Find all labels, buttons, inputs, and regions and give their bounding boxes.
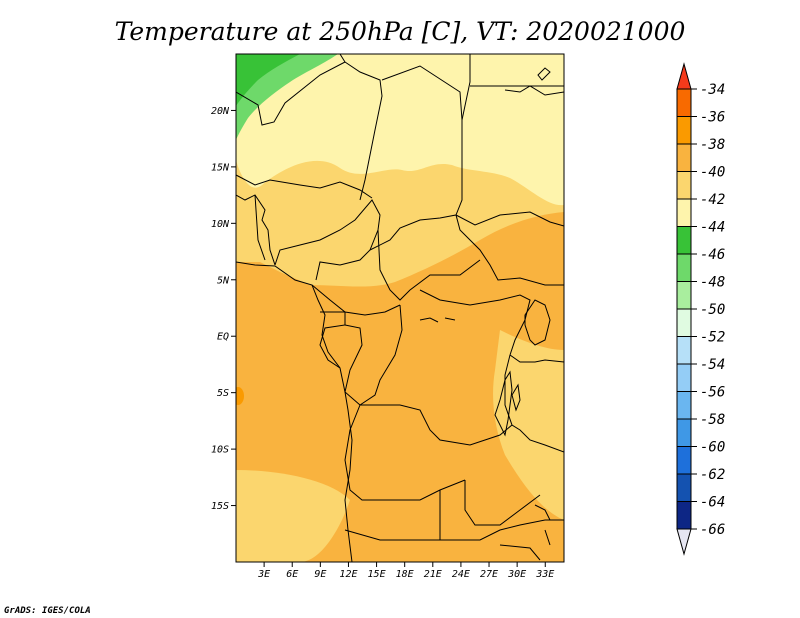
x-tick-label: 21E [424, 569, 442, 580]
y-tick-label: 15N [211, 162, 230, 173]
colorbar-swatch [676, 418, 692, 447]
colorbar-label: -40 [700, 165, 725, 181]
x-tick-label: 24E [452, 569, 470, 580]
colorbar-label: -34 [700, 82, 725, 98]
field-north-pale-2 [470, 80, 564, 150]
map-plot-area [236, 54, 564, 562]
colorbar-label: -58 [700, 412, 725, 428]
field-warm-spot [236, 387, 244, 405]
x-axis: 3E 6E 9E 12E 15E 18E 21E 24E 27E 30E 33E [257, 562, 554, 580]
colorbar-swatch [676, 501, 692, 530]
field-cold-tongue-inner [236, 54, 300, 106]
chart-title: Temperature at 250hPa [C], VT: 202002100… [115, 17, 686, 46]
colorbar-swatch [676, 88, 692, 117]
colorbar-label: -66 [700, 522, 725, 538]
x-tick-label: 3E [257, 569, 270, 580]
colorbar-swatch [676, 446, 692, 475]
map-frame [235, 53, 565, 563]
colorbar-bottom-arrow [676, 528, 692, 556]
colorbar-swatch [676, 116, 692, 145]
x-tick-label: 18E [396, 569, 414, 580]
colorbar-swatch [676, 253, 692, 282]
colorbar-swatch [676, 336, 692, 365]
colorbar-label: -46 [700, 247, 725, 263]
colorbar-swatch [676, 391, 692, 420]
colorbar-swatch [676, 171, 692, 200]
y-tick-label: 15S [211, 501, 229, 512]
y-tick-label: 5N [217, 275, 230, 286]
colorbar-label: -50 [700, 302, 725, 318]
colorbar-swatch [676, 281, 692, 310]
colorbar: -34 -36 -38 -40 -42 -44 -46 -48 -50 -52 -54 -56 -58 -… [676, 62, 725, 556]
colorbar-label: -36 [700, 110, 725, 126]
colorbar-label: -52 [700, 330, 725, 346]
colorbar-swatch [676, 308, 692, 337]
y-tick-label: 20N [211, 106, 230, 117]
x-tick-label: 33E [535, 569, 554, 580]
colorbar-label: -60 [700, 440, 725, 456]
colorbar-label: -38 [700, 137, 725, 153]
x-tick-label: 6E [286, 569, 298, 580]
colorbar-swatch [676, 473, 692, 502]
colorbar-swatch [676, 143, 692, 172]
y-axis: 20N 15N 10N 5N EQ 5S 10S 15S [211, 106, 236, 512]
colorbar-label: -54 [700, 357, 725, 373]
colorbar-label: -64 [700, 495, 725, 511]
x-tick-label: 9E [314, 569, 326, 580]
grads-credit: GrADS: IGES/COLA [4, 606, 91, 616]
country-borders [236, 54, 564, 562]
colorbar-top-arrow [676, 62, 692, 90]
colorbar-swatch [676, 226, 692, 255]
colorbar-label: -44 [700, 220, 725, 236]
x-tick-label: 15E [368, 569, 386, 580]
colorbar-swatch [676, 363, 692, 392]
x-tick-label: 30E [507, 569, 526, 580]
colorbar-swatch [676, 198, 692, 227]
colorbar-label: -62 [700, 467, 725, 483]
colorbar-label: -42 [700, 192, 725, 208]
colorbar-label: -48 [700, 275, 725, 291]
x-tick-label: 12E [339, 569, 357, 580]
y-tick-label: 10S [211, 445, 229, 456]
y-tick-label: 5S [217, 388, 229, 399]
y-tick-label: 10N [211, 219, 230, 230]
x-tick-label: 27E [480, 569, 498, 580]
y-tick-label: EQ [217, 332, 229, 343]
colorbar-label: -56 [700, 385, 725, 401]
field-southwest [236, 470, 350, 562]
